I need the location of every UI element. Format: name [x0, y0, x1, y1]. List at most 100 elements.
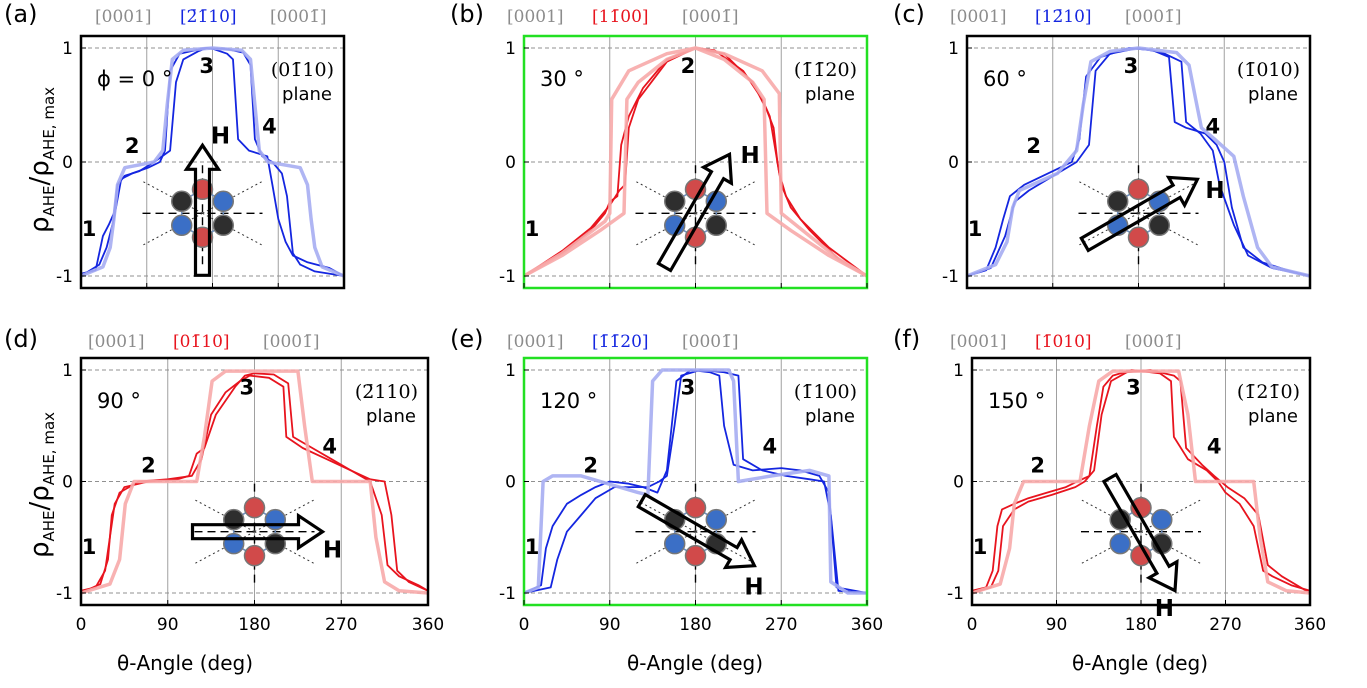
x-tick-label: 180 — [238, 615, 270, 635]
lattice-inset: H — [1078, 165, 1225, 266]
step-label-1: 1 — [968, 217, 983, 241]
atom — [212, 214, 235, 237]
field-label: H — [1205, 178, 1224, 204]
plane-label: (1̄1̄20) — [794, 59, 857, 81]
dotted-bond — [695, 212, 756, 246]
field-arrow — [190, 512, 326, 551]
dotted-bond — [1078, 180, 1139, 214]
direction-label-right: [0001̄] — [1125, 332, 1182, 352]
plane-word-label: plane — [366, 406, 416, 427]
x-tick-label: 270 — [325, 615, 357, 635]
dotted-bond — [1080, 531, 1142, 565]
dotted-bond — [1138, 180, 1199, 214]
atom — [1148, 214, 1171, 237]
atom — [684, 496, 707, 519]
atom — [705, 214, 728, 237]
step-label-3: 3 — [681, 376, 696, 400]
data-series-line-2 — [523, 369, 868, 594]
direction-label-right: [0001̄] — [263, 332, 320, 352]
x-tick-label: 360 — [851, 615, 883, 635]
y-tick-label: -1 — [947, 584, 964, 604]
field-label: H — [1155, 596, 1174, 622]
direction-label-middle: [11̄00] — [592, 7, 649, 27]
plane-label: (1̄100) — [794, 381, 857, 403]
plane-word-label: plane — [1248, 406, 1298, 427]
field-arrow — [636, 492, 757, 570]
model-curve — [971, 369, 1311, 595]
atom — [663, 532, 686, 555]
y-tick-label: 0 — [505, 153, 516, 173]
direction-label-middle: [12̄10] — [1035, 7, 1092, 27]
direction-label-middle: [2̄1̄10] — [180, 7, 237, 27]
atom — [243, 496, 266, 519]
y-tick-label: 1 — [953, 361, 964, 381]
step-label-3: 3 — [1124, 54, 1139, 78]
plane-word-label: plane — [805, 84, 855, 105]
dotted-bond — [695, 531, 756, 565]
dotted-bond — [142, 212, 203, 246]
chart-panel-1: (a) [0001] [2̄1̄10] [0001̄] 1 0 -1 ϕ = 0 ° (01̄1… — [4, 0, 346, 290]
x-tick-label: 0 — [76, 615, 87, 635]
atom — [191, 178, 214, 201]
step-label-4: 4 — [262, 115, 277, 139]
direction-label-middle: [1̄1̄20] — [592, 332, 649, 352]
y-tick-label: 1 — [62, 361, 73, 381]
x-tick-label: 360 — [1294, 615, 1326, 635]
chart-panel-6: (f) [0001] [1̄010] [0001̄]0 90 180 270 36010-11… — [893, 325, 1326, 635]
x-tick-label: 0 — [519, 615, 530, 635]
direction-label-middle: [1̄010] — [1035, 332, 1092, 352]
chart-panel-4: (d) [0001] [01̄10] [0001̄]0 90 180 270 36010-19… — [4, 325, 444, 635]
step-label-4: 4 — [1206, 115, 1221, 139]
y-tick-label: 0 — [505, 473, 516, 493]
direction-label-left: [0001] — [507, 7, 564, 27]
plane-word-label: plane — [1248, 84, 1298, 105]
field-arrow — [1101, 472, 1179, 594]
plane-word-label: plane — [805, 406, 855, 427]
data-series-line-1 — [523, 369, 868, 594]
field-label: H — [744, 574, 763, 600]
y-axis-title-bottom: ρAHE/ρAHE, max — [25, 412, 58, 558]
y-tick-label: 1 — [505, 39, 516, 59]
field-arrow — [183, 142, 222, 277]
y-tick-label: -1 — [499, 584, 516, 604]
panel-label: (c) — [893, 0, 925, 28]
dotted-bond — [635, 180, 696, 214]
y-tick-label: -1 — [56, 584, 73, 604]
x-axis-title-left: θ-Angle (deg) — [117, 651, 253, 675]
atom — [1106, 190, 1129, 213]
panel-label: (f) — [893, 325, 920, 353]
plane-label: (2̄110) — [355, 381, 418, 403]
phi-label: 60 ° — [983, 67, 1027, 91]
dotted-bond — [254, 499, 315, 533]
x-tick-label: 180 — [679, 615, 711, 635]
lattice-inset: H — [142, 123, 263, 277]
step-label-4: 4 — [763, 435, 778, 459]
direction-label-left: [0001] — [950, 7, 1007, 27]
phi-label: 30 ° — [540, 67, 584, 91]
model-curve — [80, 369, 429, 595]
dotted-bond — [202, 212, 263, 246]
panel-label: (b) — [450, 0, 484, 28]
y-tick-label: -1 — [56, 267, 73, 287]
step-label-1: 1 — [525, 535, 540, 559]
dotted-bond — [695, 499, 756, 533]
atom — [243, 544, 266, 567]
step-label-1: 1 — [82, 535, 97, 559]
atom — [264, 508, 287, 531]
atom — [170, 214, 193, 237]
step-label-2: 2 — [1026, 134, 1041, 158]
direction-label-left: [0001] — [95, 7, 152, 27]
dotted-bond — [1140, 499, 1202, 533]
direction-label-right: [0001̄] — [682, 332, 739, 352]
field-label: H — [740, 143, 759, 169]
x-axis-title-right: θ-Angle (deg) — [1072, 651, 1208, 675]
atom — [1109, 532, 1131, 555]
y-tick-label: 0 — [953, 473, 964, 493]
field-label: H — [211, 123, 230, 149]
dotted-bond — [194, 499, 255, 533]
lattice-inset: H — [190, 483, 342, 584]
x-tick-label: 180 — [1125, 615, 1157, 635]
y-tick-label: 1 — [62, 39, 73, 59]
atom — [663, 190, 686, 213]
